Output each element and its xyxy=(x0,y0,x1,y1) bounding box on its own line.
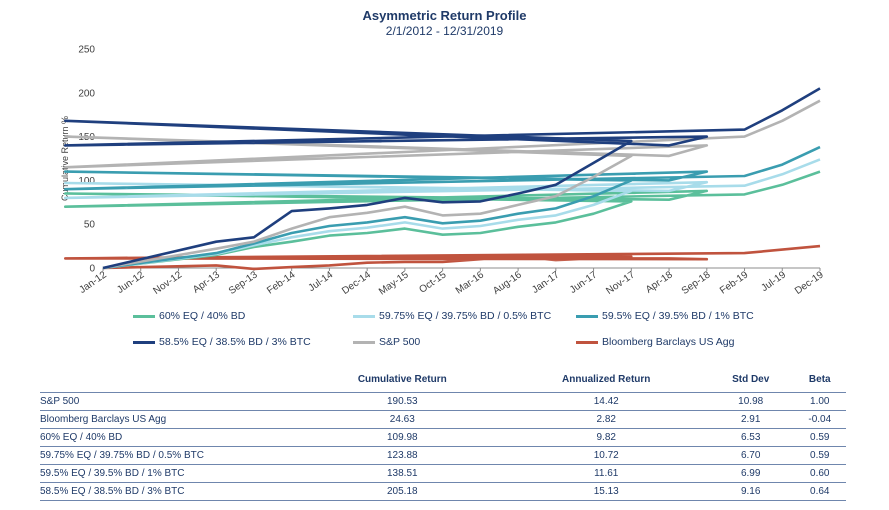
cell-annualized-return: 9.82 xyxy=(504,428,708,447)
cell-cumulative-return: 138.51 xyxy=(300,464,505,483)
legend-label: S&P 500 xyxy=(379,336,421,348)
header-annualized-return: Annualized Return xyxy=(562,373,651,385)
x-tick-label: Dec-19 xyxy=(793,269,826,297)
y-tick-label: 0 xyxy=(89,264,95,275)
x-tick-label: May-15 xyxy=(377,269,411,297)
stats-header-row: Cumulative Return Annualized Return Std … xyxy=(40,372,846,393)
cell-beta: 0.59 xyxy=(793,428,846,447)
row-name: 58.5% EQ / 38.5% BD / 3% BTC xyxy=(40,482,300,501)
legend-swatch xyxy=(133,314,155,318)
table-row: Bloomberg Barclays US Agg 24.63 2.82 2.9… xyxy=(40,410,846,429)
chart-title: Asymmetric Return Profile xyxy=(362,8,527,23)
cell-beta: 0.59 xyxy=(793,446,846,465)
x-tick-label: Nov-12 xyxy=(151,269,184,297)
x-tick-label: Feb-19 xyxy=(718,269,751,296)
legend-swatch xyxy=(133,340,155,344)
x-tick-label: Aug-16 xyxy=(491,269,524,297)
x-tick-label: Sep-18 xyxy=(680,269,713,297)
y-tick-label: 50 xyxy=(84,220,96,231)
x-tick-label: Apr-13 xyxy=(191,269,222,295)
cell-cumulative-return: 190.53 xyxy=(300,392,505,411)
series-line xyxy=(64,99,821,270)
cell-std-dev: 6.99 xyxy=(707,464,794,483)
legend-swatch xyxy=(353,314,375,318)
legend-swatch xyxy=(576,340,598,344)
x-tick-label: Jun-17 xyxy=(568,269,600,296)
row-name: S&P 500 xyxy=(40,392,300,411)
row-name: 60% EQ / 40% BD xyxy=(40,428,300,447)
series-line xyxy=(64,170,821,270)
table-row: S&P 500 190.53 14.42 10.98 1.00 xyxy=(40,392,846,411)
table-row: 59.5% EQ / 39.5% BD / 1% BTC 138.51 11.6… xyxy=(40,464,846,483)
row-name: 59.5% EQ / 39.5% BD / 1% BTC xyxy=(40,464,300,483)
legend-item: 58.5% EQ / 38.5% BD / 3% BTC xyxy=(133,336,311,348)
legend-label: 59.75% EQ / 39.75% BD / 0.5% BTC xyxy=(379,310,552,322)
x-tick-label: Dec-14 xyxy=(340,269,373,297)
cell-cumulative-return: 123.88 xyxy=(300,446,505,465)
row-name: Bloomberg Barclays US Agg xyxy=(40,410,300,429)
legend-item: S&P 500 xyxy=(353,336,420,348)
cell-beta: 1.00 xyxy=(793,392,846,411)
cell-cumulative-return: 24.63 xyxy=(300,410,505,429)
x-tick-label: Nov-17 xyxy=(604,269,637,297)
legend-item: 59.5% EQ / 39.5% BD / 1% BTC xyxy=(576,310,754,322)
x-tick-label: Jun-12 xyxy=(115,269,147,296)
header-std-dev: Std Dev xyxy=(732,373,770,385)
cell-std-dev: 10.98 xyxy=(707,392,794,411)
x-tick-label: Mar-16 xyxy=(454,269,487,296)
cell-std-dev: 2.91 xyxy=(707,410,794,429)
legend-swatch xyxy=(353,340,375,344)
legend-label: Bloomberg Barclays US Agg xyxy=(602,336,735,348)
legend-item: 59.75% EQ / 39.75% BD / 0.5% BTC xyxy=(353,310,551,322)
x-tick-label: Feb-14 xyxy=(265,269,298,296)
x-tick-label: Jan-17 xyxy=(530,269,562,296)
cell-annualized-return: 14.42 xyxy=(504,392,708,411)
x-tick-label: Oct-15 xyxy=(417,269,448,295)
cell-beta: 0.64 xyxy=(793,482,846,501)
table-row: 58.5% EQ / 38.5% BD / 3% BTC 205.18 15.1… xyxy=(40,482,846,501)
header-name xyxy=(40,372,300,393)
x-tick-label: Sep-13 xyxy=(227,269,260,297)
legend-swatch xyxy=(576,314,598,318)
cell-annualized-return: 11.61 xyxy=(504,464,708,483)
legend-item: 60% EQ / 40% BD xyxy=(133,310,245,322)
y-tick-label: 200 xyxy=(78,88,95,99)
cell-beta: 0.60 xyxy=(793,464,846,483)
cell-annualized-return: 2.82 xyxy=(504,410,708,429)
table-row: 60% EQ / 40% BD 109.98 9.82 6.53 0.59 xyxy=(40,428,846,447)
cell-cumulative-return: 109.98 xyxy=(300,428,505,447)
series-line xyxy=(64,87,821,270)
legend-label: 59.5% EQ / 39.5% BD / 1% BTC xyxy=(602,310,754,322)
stats-table: Cumulative Return Annualized Return Std … xyxy=(40,372,846,501)
header-beta: Beta xyxy=(808,373,831,385)
legend-item: Bloomberg Barclays US Agg xyxy=(576,336,734,348)
series-line xyxy=(64,145,821,270)
cell-std-dev: 6.70 xyxy=(707,446,794,465)
cell-annualized-return: 10.72 xyxy=(504,446,708,465)
x-tick-label: Apr-18 xyxy=(644,269,675,295)
header-cumulative-return: Cumulative Return xyxy=(357,373,447,385)
cell-beta: -0.04 xyxy=(793,410,846,429)
cell-std-dev: 6.53 xyxy=(707,428,794,447)
y-tick-label: 100 xyxy=(78,176,95,187)
chart-legend: 60% EQ / 40% BD 59.75% EQ / 39.75% BD / 0… xyxy=(0,0,889,348)
y-tick-label: 250 xyxy=(78,45,95,56)
row-name: 59.75% EQ / 39.75% BD / 0.5% BTC xyxy=(40,446,300,465)
chart-subtitle: 2/1/2012 - 12/31/2019 xyxy=(385,24,504,38)
x-tick-label: Jul-14 xyxy=(307,269,336,294)
cell-std-dev: 9.16 xyxy=(707,482,794,501)
table-row: 59.75% EQ / 39.75% BD / 0.5% BTC 123.88 … xyxy=(40,446,846,465)
y-axis-label: Cumulative Return % xyxy=(60,116,70,201)
cell-cumulative-return: 205.18 xyxy=(300,482,505,501)
series-line xyxy=(64,158,821,270)
legend-label: 60% EQ / 40% BD xyxy=(159,310,246,322)
legend-label: 58.5% EQ / 38.5% BD / 3% BTC xyxy=(159,336,311,348)
cell-annualized-return: 15.13 xyxy=(504,482,708,501)
x-tick-label: Jul-19 xyxy=(759,269,788,294)
